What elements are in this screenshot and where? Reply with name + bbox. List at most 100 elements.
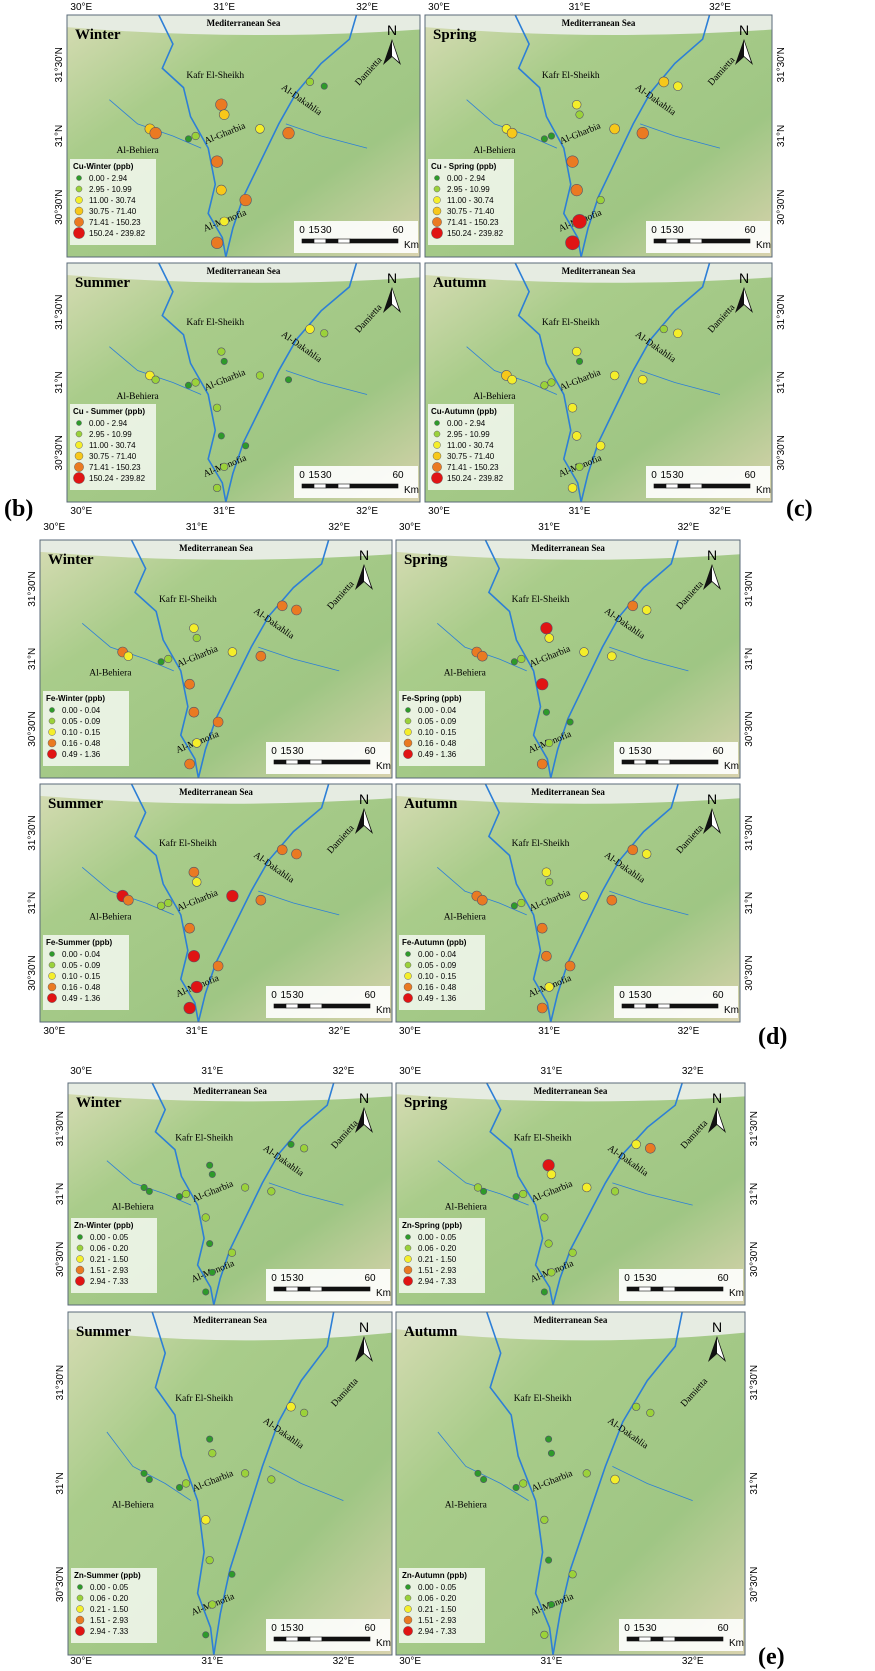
- legend-symbol: [74, 462, 83, 471]
- site: [184, 1002, 196, 1014]
- place-label: Al-Behiera: [89, 669, 132, 679]
- site: [150, 127, 162, 139]
- lon-tick-label: 32°E: [709, 506, 731, 517]
- site: [216, 99, 228, 111]
- legend-symbol: [49, 718, 55, 724]
- site: [201, 1515, 210, 1524]
- scale-bar: [622, 760, 634, 764]
- lon-tick-label: 30°E: [43, 522, 65, 533]
- scale-label: 60: [364, 1623, 376, 1634]
- site: [548, 1601, 554, 1607]
- legend-symbol: [403, 749, 412, 758]
- scale-bar: [310, 1004, 322, 1008]
- legend-label: 0.06 - 0.20: [418, 1594, 457, 1603]
- lon-tick-label: 30°E: [399, 1026, 421, 1037]
- scale-bar: [627, 1637, 639, 1641]
- scale-bar: [627, 1287, 639, 1291]
- site: [673, 82, 682, 91]
- legend-label: 0.21 - 1.50: [418, 1605, 457, 1614]
- scale-label: 15: [280, 1273, 292, 1284]
- lon-tick-label: 32°E: [682, 1656, 704, 1667]
- scale-unit: Km: [376, 761, 391, 772]
- scale-label: 30: [640, 746, 652, 757]
- legend-label: 2.95 - 10.99: [89, 185, 132, 194]
- lon-tick-label: 30°E: [399, 1066, 421, 1077]
- site: [642, 606, 651, 615]
- site: [475, 1470, 481, 1476]
- site: [548, 1269, 556, 1277]
- legend-symbol: [48, 972, 55, 979]
- scale-label: 30: [645, 1623, 657, 1634]
- site: [572, 100, 581, 109]
- site: [157, 902, 165, 910]
- north-label: N: [387, 270, 397, 286]
- site: [306, 78, 314, 86]
- place-label: Kafr El-Sheikh: [186, 317, 244, 328]
- scale-label: 0: [271, 1623, 277, 1634]
- figure-label: (e): [758, 1644, 785, 1670]
- scale-bar: [274, 1287, 286, 1291]
- place-label: Kafr El-Sheikh: [542, 317, 600, 328]
- legend-symbol: [47, 749, 56, 758]
- site: [206, 1436, 212, 1442]
- lat-tick-label: 30°30'N: [54, 435, 65, 470]
- site: [511, 903, 517, 909]
- legend-label: 0.00 - 2.94: [89, 419, 128, 428]
- lon-tick-label: 31°E: [213, 2, 235, 13]
- site: [219, 110, 229, 120]
- lon-tick-label: 32°E: [333, 1066, 355, 1077]
- north-label: N: [359, 1319, 369, 1335]
- site: [610, 124, 620, 134]
- legend-symbol: [77, 1584, 82, 1589]
- map-panel: AutumnMediterranean SeaKafr El-SheikhAl-…: [425, 263, 772, 502]
- scale-unit: Km: [724, 1005, 739, 1016]
- season-title: Winter: [75, 27, 121, 43]
- site: [213, 961, 223, 971]
- site: [477, 651, 487, 661]
- lat-tick-label: 30°30'N: [55, 1567, 66, 1602]
- site: [541, 1289, 547, 1295]
- scale-bar: [298, 760, 310, 764]
- scale-label: 0: [619, 746, 625, 757]
- lat-tick-label: 31°30'N: [54, 47, 65, 82]
- site: [519, 1480, 527, 1488]
- sea-label: Mediterranean Sea: [193, 1086, 267, 1096]
- scale-bar: [326, 239, 338, 243]
- lat-tick-label: 31°N: [55, 1183, 66, 1205]
- legend-symbol: [77, 1234, 82, 1239]
- site: [164, 655, 172, 663]
- legend-label: 150.24 - 239.82: [89, 474, 146, 483]
- scale-unit: Km: [404, 240, 419, 251]
- site: [567, 719, 573, 725]
- lat-tick-label: 31°N: [776, 371, 787, 393]
- map-panel: WinterMediterranean SeaKafr El-SheikhAl-…: [67, 15, 420, 257]
- site: [580, 892, 589, 901]
- place-label: Kafr El-Sheikh: [512, 594, 570, 605]
- place-label: Kafr El-Sheikh: [175, 1133, 233, 1144]
- map-panel: AutumnMediterranean SeaKafr El-SheikhAl-…: [396, 784, 740, 1022]
- site: [477, 895, 487, 905]
- legend-symbol: [405, 1245, 411, 1251]
- scale-unit: Km: [404, 485, 419, 496]
- sea-label: Mediterranean Sea: [534, 1086, 608, 1096]
- place-label: Al-Behiera: [445, 1501, 488, 1511]
- site: [268, 1476, 276, 1484]
- legend-symbol: [433, 441, 440, 448]
- scale-bar: [702, 239, 750, 243]
- site: [141, 1470, 147, 1476]
- site: [541, 1214, 549, 1222]
- legend-symbol: [48, 739, 56, 747]
- scale-bar: [675, 1287, 723, 1291]
- legend-label: 71.41 - 150.23: [447, 218, 499, 227]
- north-label: N: [359, 547, 369, 563]
- legend-label: 0.06 - 0.20: [90, 1594, 129, 1603]
- site: [519, 1190, 527, 1198]
- legend-label: 0.16 - 0.48: [418, 739, 457, 748]
- lat-tick-label: 31°30'N: [55, 1111, 66, 1146]
- site: [543, 709, 549, 715]
- sea-label: Mediterranean Sea: [531, 787, 605, 797]
- scale-label: 0: [271, 746, 277, 757]
- scale-label: 30: [292, 1273, 304, 1284]
- lon-tick-label: 30°E: [428, 2, 450, 13]
- legend-label: 150.24 - 239.82: [447, 474, 504, 483]
